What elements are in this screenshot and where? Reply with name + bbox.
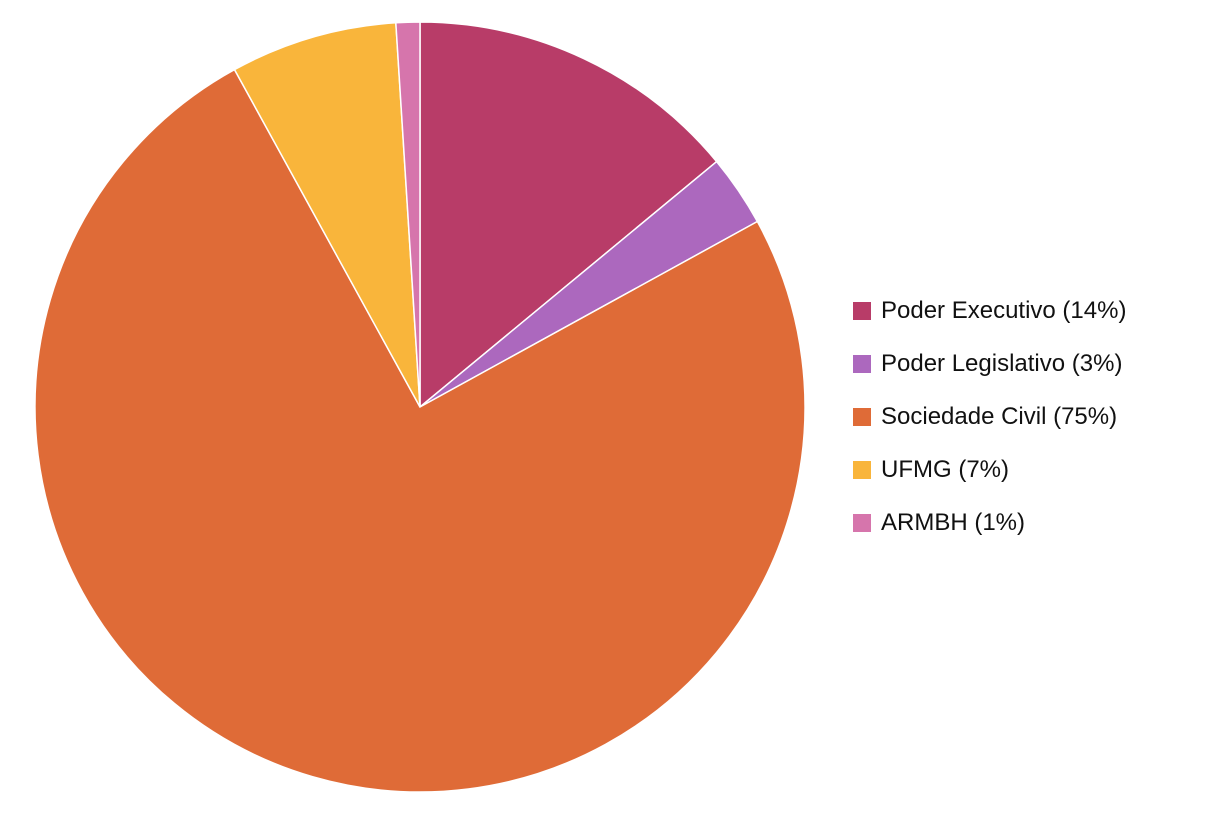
legend: Poder Executivo (14%) Poder Legislativo … [853, 284, 1126, 549]
legend-swatch [853, 513, 871, 532]
legend-label: UFMG (7%) [881, 455, 1009, 483]
pie-slice-sociedade-civil [34, 68, 806, 793]
legend-swatch [853, 301, 871, 320]
pie-slice-ufmg [233, 21, 421, 408]
legend-item: Poder Legislativo (3%) [853, 337, 1126, 390]
legend-item: UFMG (7%) [853, 443, 1126, 496]
legend-item: Sociedade Civil (75%) [853, 390, 1126, 443]
pie-slice-armbh [395, 21, 421, 408]
legend-item: Poder Executivo (14%) [853, 284, 1126, 337]
legend-item: ARMBH (1%) [853, 496, 1126, 549]
legend-label: Poder Executivo (14%) [881, 296, 1127, 324]
legend-label: Sociedade Civil (75%) [881, 402, 1118, 430]
pie-slice-poder-executivo [419, 21, 718, 409]
legend-swatch [853, 354, 871, 373]
legend-swatch [853, 407, 871, 426]
legend-label: Poder Legislativo (3%) [881, 349, 1123, 377]
legend-swatch [853, 460, 871, 479]
legend-label: ARMBH (1%) [881, 508, 1026, 536]
